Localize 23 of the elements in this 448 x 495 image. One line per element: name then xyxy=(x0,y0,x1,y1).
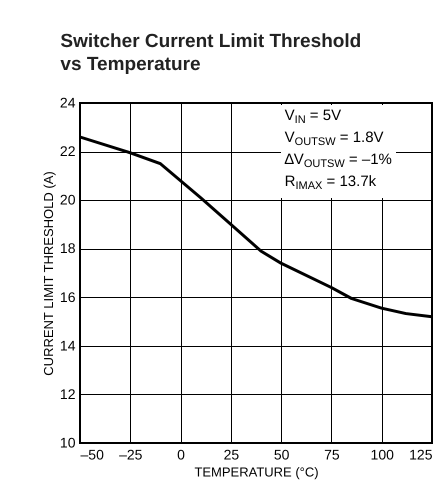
x-tick-label: 100 xyxy=(370,446,394,462)
x-axis-title: TEMPERATURE (°C) xyxy=(194,464,319,480)
x-tick-label: –25 xyxy=(119,446,143,462)
y-tick-label: 14 xyxy=(60,337,76,354)
chart-title: Switcher Current Limit Threshold vs Temperature xyxy=(60,31,362,75)
x-tick-label: 75 xyxy=(324,446,340,462)
x-tick-label: 50 xyxy=(274,446,290,462)
annotation: ∆V$_{OUTSW}$ = –1% xyxy=(284,151,392,172)
y-tick-label: 18 xyxy=(60,240,76,256)
annotation: V$_{IN}$ = 5V xyxy=(284,107,342,128)
y-tick-label: 12 xyxy=(60,386,76,402)
y-tick-label: 16 xyxy=(60,288,76,305)
x-tick-label: 0 xyxy=(177,446,186,462)
x-tick-label: 25 xyxy=(224,446,240,462)
x-tick-label: 125 xyxy=(409,446,433,462)
annotation: R$_{IMAX}$ = 13.7k xyxy=(284,173,378,194)
y-axis-title: CURRENT LIMIT THRESHOLD (A) xyxy=(40,171,56,376)
y-tick-label: 22 xyxy=(60,143,76,160)
y-tick-label: 20 xyxy=(60,192,76,208)
y-tick-label: 10 xyxy=(60,434,76,450)
y-tick-label: 24 xyxy=(60,94,76,110)
annotation: V$_{OUTSW}$ = 1.8V xyxy=(284,129,385,150)
x-tick-label: –50 xyxy=(80,446,104,462)
